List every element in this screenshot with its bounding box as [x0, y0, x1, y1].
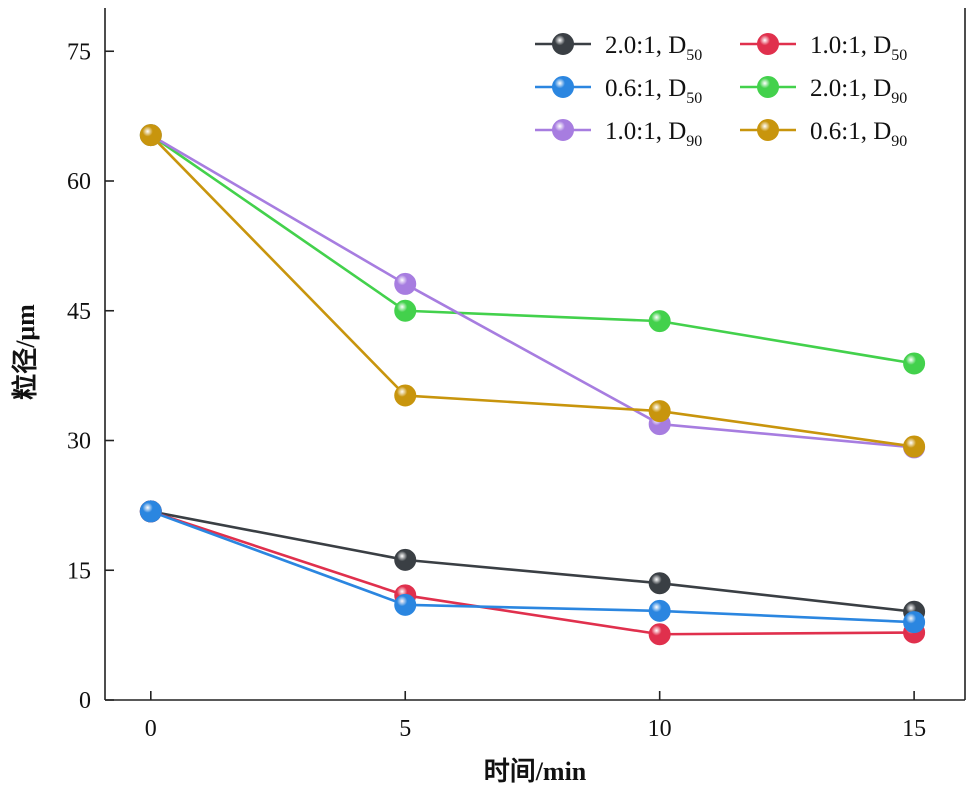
legend-label: 0.6:1, D50: [605, 75, 702, 107]
legend-marker: [757, 76, 779, 98]
x-ticks: 0 5 10 15: [145, 691, 926, 742]
data-point: [139, 500, 162, 523]
legend-marker: [552, 33, 574, 55]
series-line-1: [150, 510, 915, 636]
series-line-2: [150, 510, 915, 624]
series-group: [139, 124, 926, 646]
axes: [104, 8, 966, 701]
x-tick-label: 15: [902, 716, 926, 742]
y-tick-label: 30: [67, 429, 91, 455]
series-line-4: [150, 134, 915, 449]
data-point: [648, 310, 671, 333]
data-point: [394, 384, 417, 407]
legend-marker: [757, 33, 779, 55]
legend-label: 1.0:1, D90: [605, 118, 702, 150]
data-point: [903, 352, 926, 375]
data-point: [139, 124, 162, 147]
legend-label: 0.6:1, D90: [810, 118, 907, 150]
data-point: [648, 572, 671, 595]
legend-label: 2.0:1, D50: [605, 32, 702, 64]
y-tick-label: 75: [67, 39, 91, 65]
y-tick-label: 60: [67, 169, 91, 195]
legend-label: 2.0:1, D90: [810, 75, 907, 107]
y-axis-title: 粒径/μm: [10, 304, 40, 400]
y-tick-label: 45: [67, 299, 91, 325]
series-line-0: [150, 510, 915, 614]
data-point: [648, 400, 671, 423]
y-tick-label: 0: [79, 688, 91, 714]
x-tick-label: 10: [648, 716, 672, 742]
data-point: [903, 611, 926, 634]
x-tick-label: 0: [145, 716, 157, 742]
series-line-5: [149, 134, 915, 448]
legend: 2.0:1, D50 1.0:1, D50 0.6:1, D50 2.0:1, D90…: [535, 32, 907, 150]
x-tick-label: 5: [399, 716, 411, 742]
series-line-3: [150, 134, 915, 365]
data-point: [394, 299, 417, 322]
y-tick-label: 15: [67, 558, 91, 584]
data-point: [394, 548, 417, 571]
legend-marker: [757, 119, 779, 141]
data-point: [394, 272, 417, 295]
legend-marker: [552, 76, 574, 98]
x-axis-title: 时间/min: [484, 757, 587, 786]
legend-label: 1.0:1, D50: [810, 32, 907, 64]
data-point: [648, 599, 671, 622]
data-point: [394, 593, 417, 616]
legend-marker: [552, 119, 574, 141]
y-ticks: 0 15 30 45 60 75: [67, 39, 114, 714]
data-point: [648, 623, 671, 646]
data-point: [903, 435, 926, 458]
